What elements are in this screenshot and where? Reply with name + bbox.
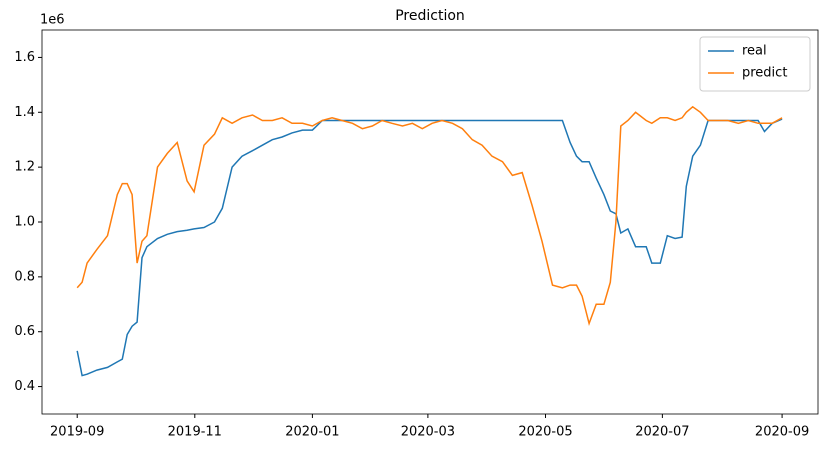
legend-label: real	[742, 44, 767, 59]
plot-frame	[41, 29, 819, 415]
y-tick-label: 1.0	[14, 215, 35, 230]
y-tick-label: 1.6	[14, 50, 35, 65]
legend-label: predict	[742, 66, 787, 81]
x-tick-label: 2020-01	[285, 425, 339, 440]
x-tick-label: 2019-11	[168, 425, 222, 440]
x-tick-label: 2019-09	[50, 425, 104, 440]
x-tick-label: 2020-05	[518, 425, 572, 440]
y-tick-label: 1.4	[14, 105, 35, 120]
y-tick-label: 0.4	[14, 379, 35, 394]
x-tick-label: 2020-07	[635, 425, 689, 440]
x-tick-label: 2020-03	[401, 425, 455, 440]
y-tick-label: 0.8	[14, 269, 35, 284]
chart-title: Prediction	[395, 8, 465, 24]
series-line	[76, 105, 783, 327]
x-tick-label: 2020-09	[755, 425, 809, 440]
y-offset-label: 1e6	[40, 13, 65, 28]
series-line	[76, 118, 783, 377]
y-tick-label: 0.6	[14, 324, 35, 339]
y-tick-label: 1.2	[14, 160, 35, 175]
